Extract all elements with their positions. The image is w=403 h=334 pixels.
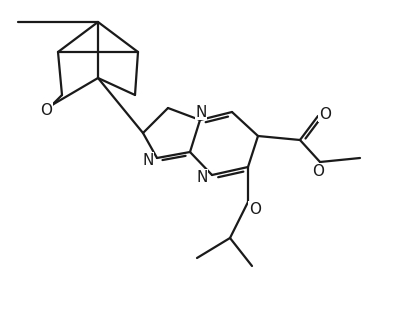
Text: O: O [319,107,331,122]
Text: N: N [195,105,207,120]
Text: N: N [196,169,208,184]
Text: O: O [312,164,324,178]
Text: N: N [142,153,154,167]
Text: O: O [40,103,52,118]
Text: O: O [249,201,261,216]
